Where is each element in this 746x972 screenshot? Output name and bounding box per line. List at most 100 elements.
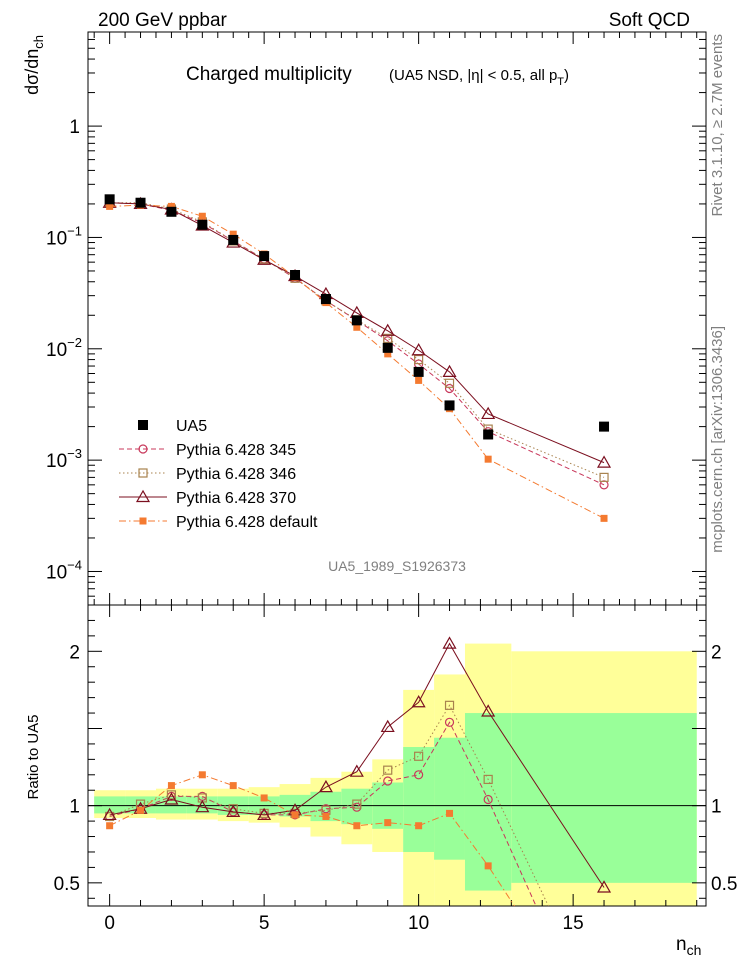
ratio-series-4 [106,771,515,907]
ratio-band-green-0 [94,796,126,814]
main-point-3-13 [596,455,612,468]
ratio-point-3-5 [257,807,272,821]
ratio-band-green-12 [464,713,512,891]
main-point-4-0 [106,202,114,210]
ratio-point-4-1 [137,806,145,814]
legend-item-0: UA5 [138,418,207,435]
main-series-line-2 [109,202,605,478]
legend-item-2: Pythia 6.428 346 [119,466,296,483]
main-point-1-11 [444,383,455,394]
ratio-point-4-3 [198,771,206,779]
ratio-point-4-8 [353,822,361,830]
legend-marker-2 [138,468,148,478]
ratio-point-4-2 [167,782,175,790]
ratio-ytick-label-right-0: 0.5 [711,874,737,895]
ratio-point-1-10 [414,770,424,780]
ratio-point-2-11 [444,700,455,710]
main-point-0-12 [483,429,494,440]
main-point-0-5 [259,251,270,262]
xtick-label-1: 5 [259,913,270,934]
main-point-0-2 [166,206,177,217]
legend-marker-3 [135,489,151,503]
legend-marker-4 [139,517,147,525]
ratio-point-3-7 [318,779,333,793]
main-point-0-8 [351,315,362,326]
legend: UA5 Pythia 6.428 345 Pythia 6.428 346 Pythi… [119,418,318,531]
ratio-series-line-1 [109,721,537,907]
legend-marker-1 [138,444,148,454]
main-point-4-13 [600,514,608,522]
legend-marker-0 [138,420,148,430]
ratio-point-3-2 [164,792,179,805]
legend-item-3: Pythia 6.428 370 [119,489,296,507]
ratio-y-axis-label: Ratio to UA5 [25,714,42,799]
ratio-series-line-4 [109,774,515,907]
ratio-point-4-6 [291,811,299,819]
xtick-label-0: 0 [104,913,115,934]
main-point-0-13 [599,421,610,432]
main-point-0-4 [228,234,239,245]
main-point-0-3 [197,219,208,230]
main-ytick-label-2: 10−2 [46,335,82,361]
ratio-point-3-12 [481,704,496,717]
ratio-point-3-8 [349,764,364,777]
main-point-2-13 [599,472,609,482]
main-point-3-12 [481,406,496,420]
ratio-panel: 0.5 0.5 1 1 2 2 0 5 10 15 [54,604,737,934]
ratio-point-3-4 [226,804,241,817]
main-series-2 [105,198,609,482]
ratio-point-3-3 [195,800,210,813]
ratio-point-3-0 [102,807,117,821]
ratio-point-2-9 [383,765,393,775]
ratio-point-3-10 [411,695,426,708]
legend-label-2: Pythia 6.428 346 [176,466,296,483]
ratio-point-3-13 [596,880,612,893]
ratio-band-green-13 [511,713,697,883]
rivet-version-label: Rivet 3.1.10, ≥ 2.7M events [709,34,726,217]
ratio-series-layer [102,636,612,907]
legend-label-3: Pythia 6.428 370 [176,490,296,507]
header-left: 200 GeV ppbar [98,10,228,31]
main-point-0-11 [444,400,455,411]
ratio-point-3-9 [380,719,395,733]
main-ytick-label-1: 10−1 [46,223,82,249]
ratio-point-2-10 [414,751,424,761]
main-point-0-0 [104,194,115,205]
ratio-point-1-11 [444,717,455,727]
analysis-watermark: UA5_1989_S1926373 [328,558,466,574]
ratio-bands [94,643,697,906]
main-point-3-9 [380,323,395,336]
main-point-0-6 [290,269,301,280]
ratio-frame [87,604,707,907]
main-point-4-8 [353,323,361,331]
ratio-point-4-9 [384,819,392,827]
ratio-ytick-label-left-1: 1 [69,797,80,818]
ratio-point-2-12 [483,774,493,785]
ratio-point-2-2 [166,790,177,800]
main-point-2-11 [444,378,455,388]
ratio-point-4-10 [415,822,423,830]
ratio-point-2-8 [352,799,362,809]
main-point-2-10 [414,354,424,365]
ratio-point-4-4 [229,782,237,790]
legend-label-1: Pythia 6.428 345 [176,442,296,459]
ratio-point-1-12 [483,794,493,805]
legend-label-0: UA5 [176,418,207,435]
plot-title-detail: (UA5 NSD, |η| < 0.5, all pT) [389,67,569,88]
ratio-series-3 [102,636,612,893]
main-point-0-7 [320,294,331,305]
plot-title: Charged multiplicity [186,64,352,85]
ratio-point-4-11 [446,809,454,817]
ratio-band-green-10 [403,747,435,852]
ratio-band-green-2 [155,796,187,814]
header-right: Soft QCD [609,10,690,31]
ratio-ytick-label-left-0: 0.5 [54,874,80,895]
main-series-0 [104,194,610,440]
legend-item-1: Pythia 6.428 345 [119,442,296,459]
ratio-point-4-0 [106,822,114,830]
xtick-label-2: 10 [408,913,429,934]
x-axis-label: nch [676,934,701,958]
main-point-4-3 [198,212,206,220]
main-y-axis-label: dσ/dnch [22,35,46,95]
